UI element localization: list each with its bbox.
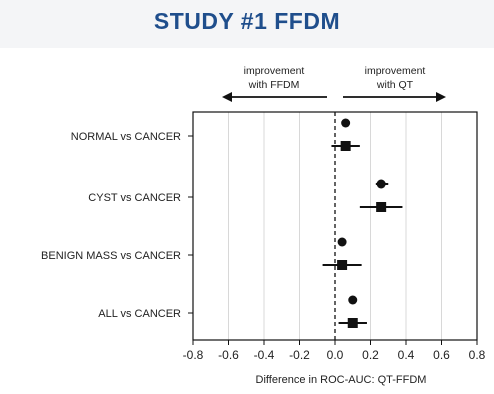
point-square	[337, 260, 348, 270]
x-axis-label: Difference in ROC-AUC: QT-FFDM	[256, 374, 427, 386]
annotation-ffdm-line1: improvement	[244, 65, 305, 77]
point-circle	[341, 118, 351, 128]
category-label: ALL vs CANCER	[98, 308, 181, 320]
point-square	[340, 141, 351, 151]
x-tick-label: 0.4	[398, 348, 415, 362]
annotation-qt-line2: with QT	[376, 79, 414, 91]
x-tick-label: 0.6	[433, 348, 450, 362]
x-tick-label: 0.0	[327, 348, 344, 362]
point-square	[347, 318, 358, 328]
annotation-ffdm-line2: with FFDM	[248, 79, 300, 91]
arrow-left-head	[222, 92, 232, 102]
point-circle	[348, 295, 358, 305]
x-tick-label: -0.8	[183, 348, 204, 362]
category-label: NORMAL vs CANCER	[71, 131, 181, 143]
page-title: STUDY #1 FFDM	[153, 8, 341, 34]
x-tick-label: -0.2	[289, 348, 310, 362]
point-square	[376, 202, 387, 212]
x-tick-label: -0.4	[254, 348, 275, 362]
chart-panel	[0, 48, 494, 394]
x-tick-label: 0.8	[469, 348, 486, 362]
x-tick-label: 0.2	[362, 348, 379, 362]
point-circle	[376, 179, 386, 189]
category-label: CYST vs CANCER	[88, 192, 181, 204]
point-circle	[337, 237, 347, 247]
arrow-right-head	[436, 92, 446, 102]
x-tick-label: -0.6	[218, 348, 239, 362]
category-label: BENIGN MASS vs CANCER	[41, 250, 181, 262]
annotation-qt-line1: improvement	[365, 65, 426, 77]
